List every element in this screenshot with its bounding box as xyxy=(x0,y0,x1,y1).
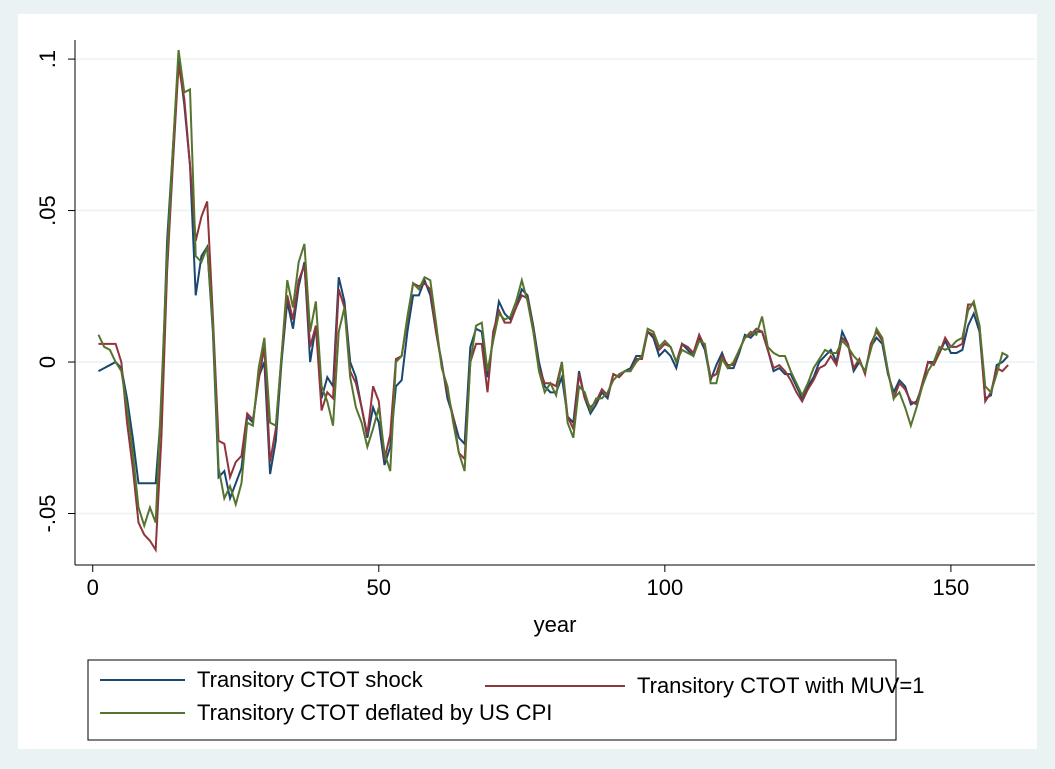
y-tick-label: 0 xyxy=(35,356,60,368)
series-line xyxy=(98,64,1009,554)
series-line xyxy=(97,49,1009,529)
x-axis-title: year xyxy=(534,612,577,637)
x-tick-label: 150 xyxy=(933,575,970,600)
legend-label: Transitory CTOT shock xyxy=(197,667,424,692)
x-tick-label: 100 xyxy=(646,575,683,600)
y-tick-label: -.05 xyxy=(35,495,60,533)
series-line xyxy=(97,58,1009,502)
legend-label: Transitory CTOT with MUV=1 xyxy=(637,673,925,698)
x-tick-label: 0 xyxy=(87,575,99,600)
y-tick-label: .05 xyxy=(35,195,60,226)
x-tick-label: 50 xyxy=(367,575,391,600)
graph-region xyxy=(18,14,1037,749)
legend-label: Transitory CTOT deflated by US CPI xyxy=(197,700,552,725)
y-tick-label: .1 xyxy=(35,50,60,68)
legend-box xyxy=(87,659,897,741)
